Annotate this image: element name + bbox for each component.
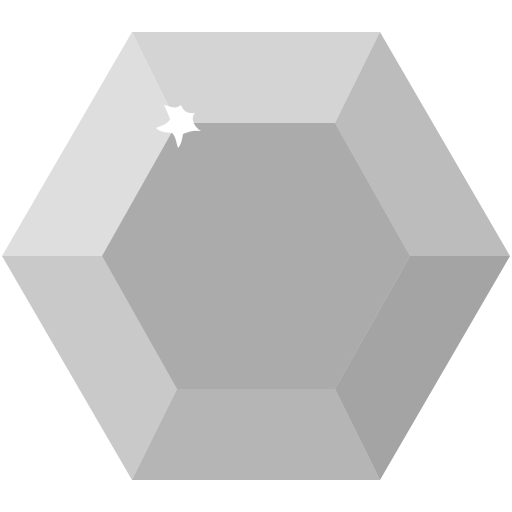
gem-facet-upper-left — [2, 32, 177, 256]
gem-table-center — [102, 123, 410, 389]
sparkle-icon — [156, 105, 201, 148]
gem-facet-top — [132, 32, 380, 123]
gem-facet-lower-right — [335, 256, 510, 480]
gem-facet-upper-right — [335, 32, 510, 256]
gem-facet-bottom — [132, 389, 380, 480]
gem-facet-lower-left — [2, 256, 177, 480]
